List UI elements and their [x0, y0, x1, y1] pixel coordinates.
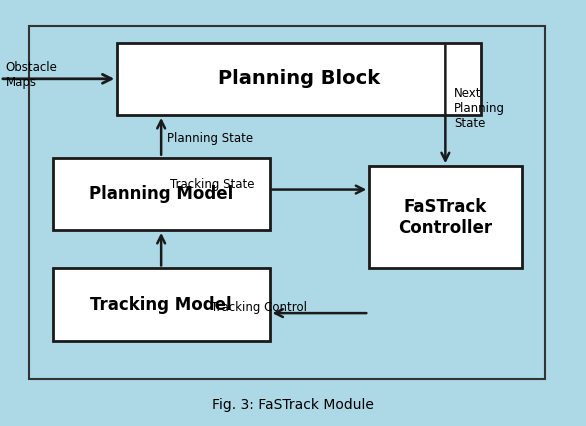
Bar [53, 268, 270, 341]
Bar [117, 43, 481, 115]
Text: Fig. 3: FaSTrack Module: Fig. 3: FaSTrack Module [212, 398, 374, 412]
Text: Tracking Control: Tracking Control [211, 301, 307, 314]
Text: Tracking State: Tracking State [170, 178, 254, 191]
Text: FaSTrack
Controller: FaSTrack Controller [398, 198, 492, 237]
Text: Tracking Model: Tracking Model [90, 296, 232, 314]
Bar [369, 166, 522, 268]
Text: Planning Model: Planning Model [89, 185, 233, 203]
Text: Obstacle
Maps: Obstacle Maps [6, 60, 58, 89]
Text: Planning State: Planning State [167, 132, 253, 145]
Text: Planning Block: Planning Block [218, 69, 380, 88]
Bar [53, 158, 270, 230]
Bar [29, 26, 545, 379]
Text: Next
Planning
State: Next Planning State [454, 87, 505, 130]
